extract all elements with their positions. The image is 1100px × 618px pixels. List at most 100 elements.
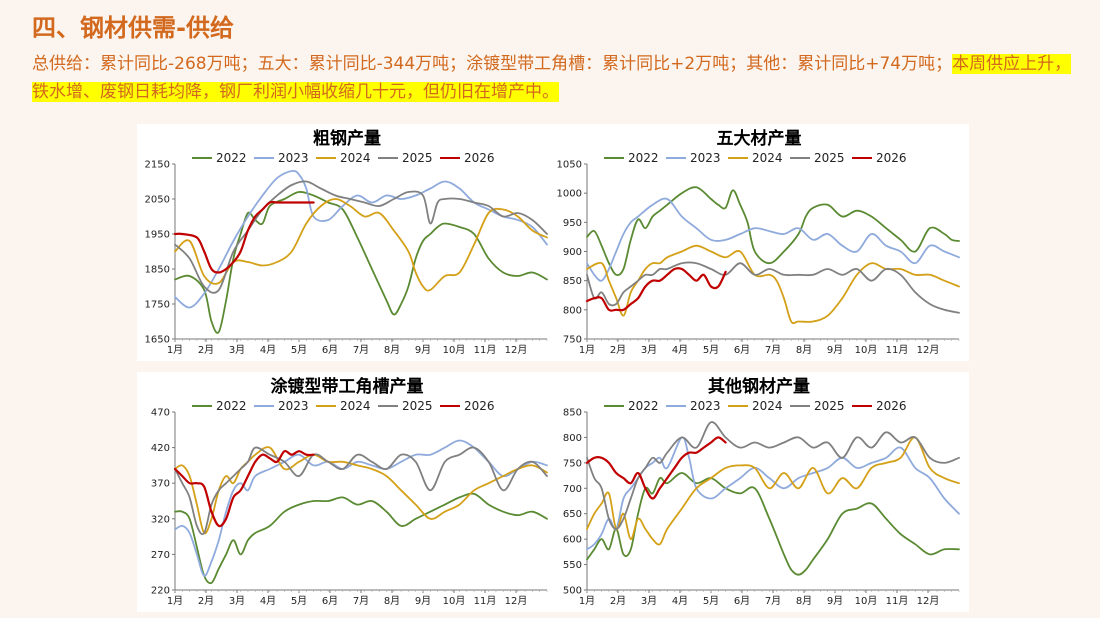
legend-label: 2026 xyxy=(876,399,907,413)
y-tick-label: 750 xyxy=(563,458,582,469)
x-tick-label: 9月 xyxy=(415,344,431,356)
series-line-2025 xyxy=(586,421,960,530)
legend-label: 2025 xyxy=(814,151,845,165)
page-title: 四、钢材供需-供给 xyxy=(32,14,234,42)
legend-item-2026: 2026 xyxy=(852,151,907,165)
legend-item-2026: 2026 xyxy=(852,399,907,413)
y-tick-label: 650 xyxy=(563,509,582,520)
y-tick-label: 370 xyxy=(151,479,170,490)
legend-label: 2024 xyxy=(752,151,783,165)
series-line-2024 xyxy=(174,198,548,292)
legend-item-2025: 2025 xyxy=(378,151,433,165)
legend-label: 2022 xyxy=(628,399,659,413)
legend-label: 2023 xyxy=(690,151,721,165)
legend-label: 2024 xyxy=(340,399,371,413)
x-tick-label: 5月 xyxy=(703,344,719,356)
y-tick-label: 320 xyxy=(151,514,170,525)
legend-item-2026: 2026 xyxy=(440,399,495,413)
legend-item-2025: 2025 xyxy=(378,399,433,413)
x-tick-label: 12月 xyxy=(505,344,528,356)
y-tick-label: 470 xyxy=(151,408,170,419)
x-tick-label: 4月 xyxy=(260,595,276,607)
chart-svg-other-steel: 其他钢材产量 2022 2023 2024 2025 2026 500 550 600 650 70… xyxy=(563,376,960,607)
x-tick-label: 3月 xyxy=(229,595,245,607)
legend-item-2026: 2026 xyxy=(440,151,495,165)
legend-label: 2025 xyxy=(402,399,433,413)
x-tick-label: 6月 xyxy=(322,595,338,607)
chart-title: 涂镀型带工角槽产量 xyxy=(271,376,424,397)
legend-item-2023: 2023 xyxy=(666,151,721,165)
x-tick-label: 1月 xyxy=(579,344,595,356)
x-tick-label: 10月 xyxy=(443,344,466,356)
y-tick-label: 550 xyxy=(563,560,582,571)
x-tick-label: 2月 xyxy=(198,595,214,607)
legend-item-2022: 2022 xyxy=(604,151,659,165)
x-tick-label: 2月 xyxy=(198,344,214,356)
series-line-2026 xyxy=(585,267,727,312)
series-line-2023 xyxy=(586,436,960,551)
x-tick-label: 9月 xyxy=(827,344,843,356)
y-tick-label: 270 xyxy=(151,550,170,561)
y-tick-label: 900 xyxy=(563,247,582,258)
y-tick-label: 1950 xyxy=(145,230,170,241)
x-tick-label: 8月 xyxy=(384,344,400,356)
x-tick-label: 9月 xyxy=(415,595,431,607)
series-line-2025 xyxy=(174,446,548,536)
legend-label: 2026 xyxy=(464,399,495,413)
legend-item-2022: 2022 xyxy=(192,399,247,413)
x-tick-label: 1月 xyxy=(167,595,183,607)
chart-svg-crude-steel: 粗钢产量 2022 2023 2024 2025 2026 1650 1750 1850 1950… xyxy=(145,128,548,356)
x-tick-label: 10月 xyxy=(855,595,878,607)
legend-item-2024: 2024 xyxy=(728,151,783,165)
x-tick-label: 3月 xyxy=(229,344,245,356)
x-tick-label: 12月 xyxy=(505,595,528,607)
series-line-2026 xyxy=(173,200,315,274)
series-line-2022 xyxy=(586,186,960,277)
x-tick-label: 2月 xyxy=(610,344,626,356)
legend-label: 2022 xyxy=(628,151,659,165)
chart-coated-sections: 涂镀型带工角槽产量 2022 2023 2024 2025 2026 220 270 320 37… xyxy=(137,372,557,612)
y-tick-label: 800 xyxy=(563,433,582,444)
x-tick-label: 7月 xyxy=(765,344,781,356)
y-tick-label: 1750 xyxy=(145,300,170,311)
x-tick-label: 7月 xyxy=(765,595,781,607)
series-line-2025 xyxy=(174,180,548,294)
legend-label: 2023 xyxy=(278,399,309,413)
x-tick-label: 5月 xyxy=(703,595,719,607)
legend-item-2024: 2024 xyxy=(316,151,371,165)
series-line-2026 xyxy=(585,436,727,500)
x-tick-label: 4月 xyxy=(260,344,276,356)
x-tick-label: 5月 xyxy=(291,344,307,356)
series-line-2024 xyxy=(586,244,960,325)
chart-title: 五大材产量 xyxy=(717,128,802,149)
legend-label: 2022 xyxy=(216,399,247,413)
chart-title: 粗钢产量 xyxy=(313,128,381,149)
legend-item-2023: 2023 xyxy=(254,399,309,413)
y-tick-label: 600 xyxy=(563,535,582,546)
x-tick-label: 11月 xyxy=(474,595,497,607)
y-tick-label: 1050 xyxy=(557,160,582,171)
series-line-2024 xyxy=(586,436,960,546)
legend-item-2022: 2022 xyxy=(192,151,247,165)
y-tick-label: 800 xyxy=(563,305,582,316)
x-tick-label: 3月 xyxy=(641,344,657,356)
x-tick-label: 6月 xyxy=(734,344,750,356)
x-tick-label: 3月 xyxy=(641,595,657,607)
x-tick-label: 2月 xyxy=(610,595,626,607)
x-tick-label: 8月 xyxy=(384,595,400,607)
y-tick-label: 750 xyxy=(563,335,582,346)
x-tick-label: 4月 xyxy=(672,344,688,356)
chart-svg-coated-sections: 涂镀型带工角槽产量 2022 2023 2024 2025 2026 220 270 320 37… xyxy=(151,376,548,607)
x-tick-label: 11月 xyxy=(886,344,909,356)
y-tick-label: 2150 xyxy=(145,160,170,171)
x-tick-label: 10月 xyxy=(855,344,878,356)
legend-label: 2026 xyxy=(876,151,907,165)
y-tick-label: 1000 xyxy=(557,189,582,200)
summary-text: 总供给：累计同比-268万吨；五大：累计同比-344万吨；涂镀型带工角槽：累计同… xyxy=(32,50,1072,106)
chart-title: 其他钢材产量 xyxy=(708,376,810,397)
legend-label: 2022 xyxy=(216,151,247,165)
legend-label: 2026 xyxy=(464,151,495,165)
legend-label: 2025 xyxy=(814,399,845,413)
legend-item-2023: 2023 xyxy=(666,399,721,413)
legend-label: 2025 xyxy=(402,151,433,165)
